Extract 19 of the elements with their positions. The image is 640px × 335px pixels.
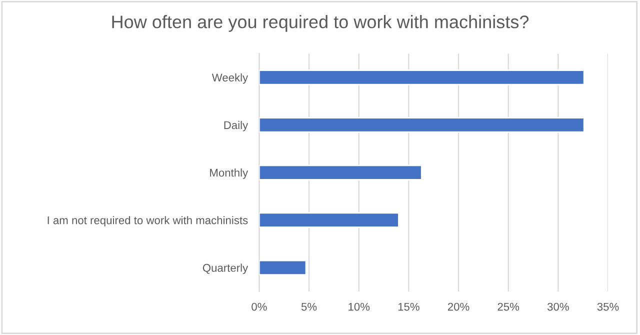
x-tick-label: 30% [547, 302, 569, 311]
bar [259, 117, 585, 133]
x-tick-label: 5% [301, 302, 317, 311]
x-tick-label: 25% [498, 302, 520, 311]
x-tick-label: 35% [597, 302, 619, 311]
bar [259, 164, 422, 180]
x-tick-label: 10% [348, 302, 370, 311]
y-tick-label: Weekly [212, 73, 248, 84]
bar [259, 212, 400, 228]
x-tick-label: 20% [448, 302, 470, 311]
y-tick-label: Daily [224, 120, 248, 132]
x-tick-label: 15% [398, 302, 420, 311]
y-tick-label: Quarterly [202, 264, 248, 274]
chart-title: How often are you required to work with machinists? [112, 15, 529, 32]
y-tick-label: I am not required to work with machinists [48, 216, 248, 226]
bar [259, 70, 585, 86]
bar [259, 260, 307, 276]
y-tick-label: Monthly [210, 168, 248, 179]
x-tick-label: 0% [252, 302, 267, 311]
